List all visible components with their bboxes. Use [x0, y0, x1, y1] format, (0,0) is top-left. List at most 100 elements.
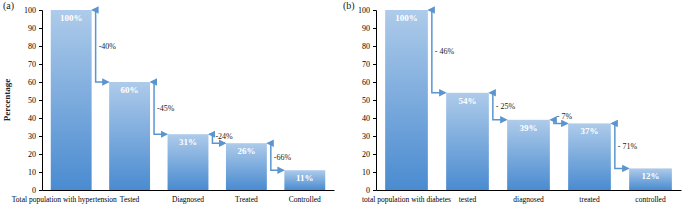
data-label: 100% [395, 13, 418, 23]
y-tick-mark [373, 190, 376, 191]
bar [629, 168, 672, 190]
bar [568, 123, 611, 190]
y-tick-label: 50 [28, 96, 36, 105]
x-tick-label: diagnosed [513, 195, 544, 204]
drop-label: - 46% [435, 47, 455, 56]
y-tick-label: 10 [28, 168, 36, 177]
y-tick-label: 90 [28, 24, 36, 33]
x-tick: total population with diabetes [362, 190, 451, 204]
x-tick-label: Diagnosed [172, 195, 204, 204]
x-tick-label: Tested [120, 195, 140, 204]
y-tick: 90 [362, 24, 376, 33]
y-tick: 0 [32, 186, 42, 195]
data-label: 100% [60, 13, 83, 23]
data-label: 11% [296, 173, 314, 183]
y-tick: 100 [24, 6, 42, 15]
x-tick-label: tested [459, 195, 477, 204]
y-tick-mark [39, 136, 42, 137]
chart-title: (a) [3, 0, 14, 12]
drop-label: -66% [274, 153, 292, 162]
data-labels: 100% 54% 39% 37% 12% [395, 13, 659, 181]
y-tick-mark [373, 82, 376, 83]
annotations: -40%-45%-24%-66% [93, 10, 292, 170]
y-tick: 50 [28, 96, 42, 105]
x-tick: diagnosed [513, 190, 544, 204]
bars [385, 10, 672, 190]
data-label: 37% [581, 126, 599, 136]
bar [168, 134, 209, 190]
y-axis: 0102030405060708090100 [358, 6, 377, 195]
drop-label: - 71% [618, 142, 638, 151]
y-tick-label: 80 [362, 42, 370, 51]
y-tick-mark [373, 100, 376, 101]
chart-container: 0102030405060708090100Total population w… [0, 0, 685, 219]
data-label: 60% [121, 85, 139, 95]
data-label: 26% [237, 146, 255, 156]
y-tick-mark [39, 82, 42, 83]
y-tick-label: 20 [362, 150, 370, 159]
bar [51, 10, 92, 190]
y-tick-mark [39, 10, 42, 11]
x-tick: Treated [235, 190, 258, 204]
y-tick: 30 [28, 132, 42, 141]
x-axis-line [43, 190, 335, 191]
y-tick-mark [373, 136, 376, 137]
y-tick-label: 30 [362, 132, 370, 141]
y-tick-label: 70 [28, 60, 36, 69]
x-tick-label: Treated [235, 195, 258, 204]
y-tick: 60 [362, 78, 376, 87]
annotations: - 46% - 25% - 7% - 71% [429, 10, 638, 168]
y-tick: 20 [28, 150, 42, 159]
y-axis-title: Percentage [2, 79, 12, 121]
chart-panel: 0102030405060708090100Total population w… [2, 0, 335, 204]
y-tick-mark [373, 28, 376, 29]
bars [51, 10, 325, 190]
y-tick: 30 [362, 132, 376, 141]
y-tick: 100 [358, 6, 376, 15]
y-axis: 0102030405060708090100 [24, 6, 43, 195]
y-tick-mark [39, 64, 42, 65]
y-tick: 20 [362, 150, 376, 159]
y-tick-mark [39, 118, 42, 119]
drop-label: - 25% [496, 102, 516, 111]
x-tick: Controlled [289, 190, 321, 204]
y-tick: 90 [28, 24, 42, 33]
bar [109, 82, 150, 190]
bar [226, 143, 267, 190]
x-tick: Total population with hypertension [12, 190, 117, 204]
y-tick-label: 50 [362, 96, 370, 105]
y-tick-label: 20 [28, 150, 36, 159]
y-tick-label: 100 [24, 6, 36, 15]
data-label: 54% [459, 96, 477, 106]
x-tick: Diagnosed [172, 190, 204, 204]
x-axis: Total population with hypertensionTested… [12, 190, 335, 204]
bar [446, 93, 489, 190]
y-tick: 10 [28, 168, 42, 177]
y-tick-label: 60 [362, 78, 370, 87]
y-tick-label: 80 [28, 42, 36, 51]
y-tick: 0 [366, 186, 376, 195]
y-tick: 50 [362, 96, 376, 105]
data-labels: 100% 60% 31% 26% 11% [60, 13, 314, 183]
x-tick: treated [579, 190, 600, 204]
chart-panel: 0102030405060708090100total population w… [343, 0, 682, 204]
bar [507, 120, 550, 190]
y-tick-mark [39, 154, 42, 155]
data-label: 39% [520, 123, 538, 133]
y-tick: 80 [362, 42, 376, 51]
y-tick-mark [39, 46, 42, 47]
x-tick-label: total population with diabetes [362, 195, 451, 204]
y-tick: 70 [28, 60, 42, 69]
data-label: 12% [642, 171, 660, 181]
x-axis: total population with diabetes tested diag… [362, 190, 681, 204]
y-tick: 70 [362, 60, 376, 69]
y-tick-mark [39, 100, 42, 101]
data-label: 31% [179, 137, 197, 147]
y-tick-label: 70 [362, 60, 370, 69]
y-tick-mark [39, 172, 42, 173]
y-tick-mark [39, 190, 42, 191]
drop-label: - 7% [557, 112, 573, 121]
y-tick: 10 [362, 168, 376, 177]
y-tick-mark [373, 64, 376, 65]
chart-title: (b) [343, 0, 355, 12]
